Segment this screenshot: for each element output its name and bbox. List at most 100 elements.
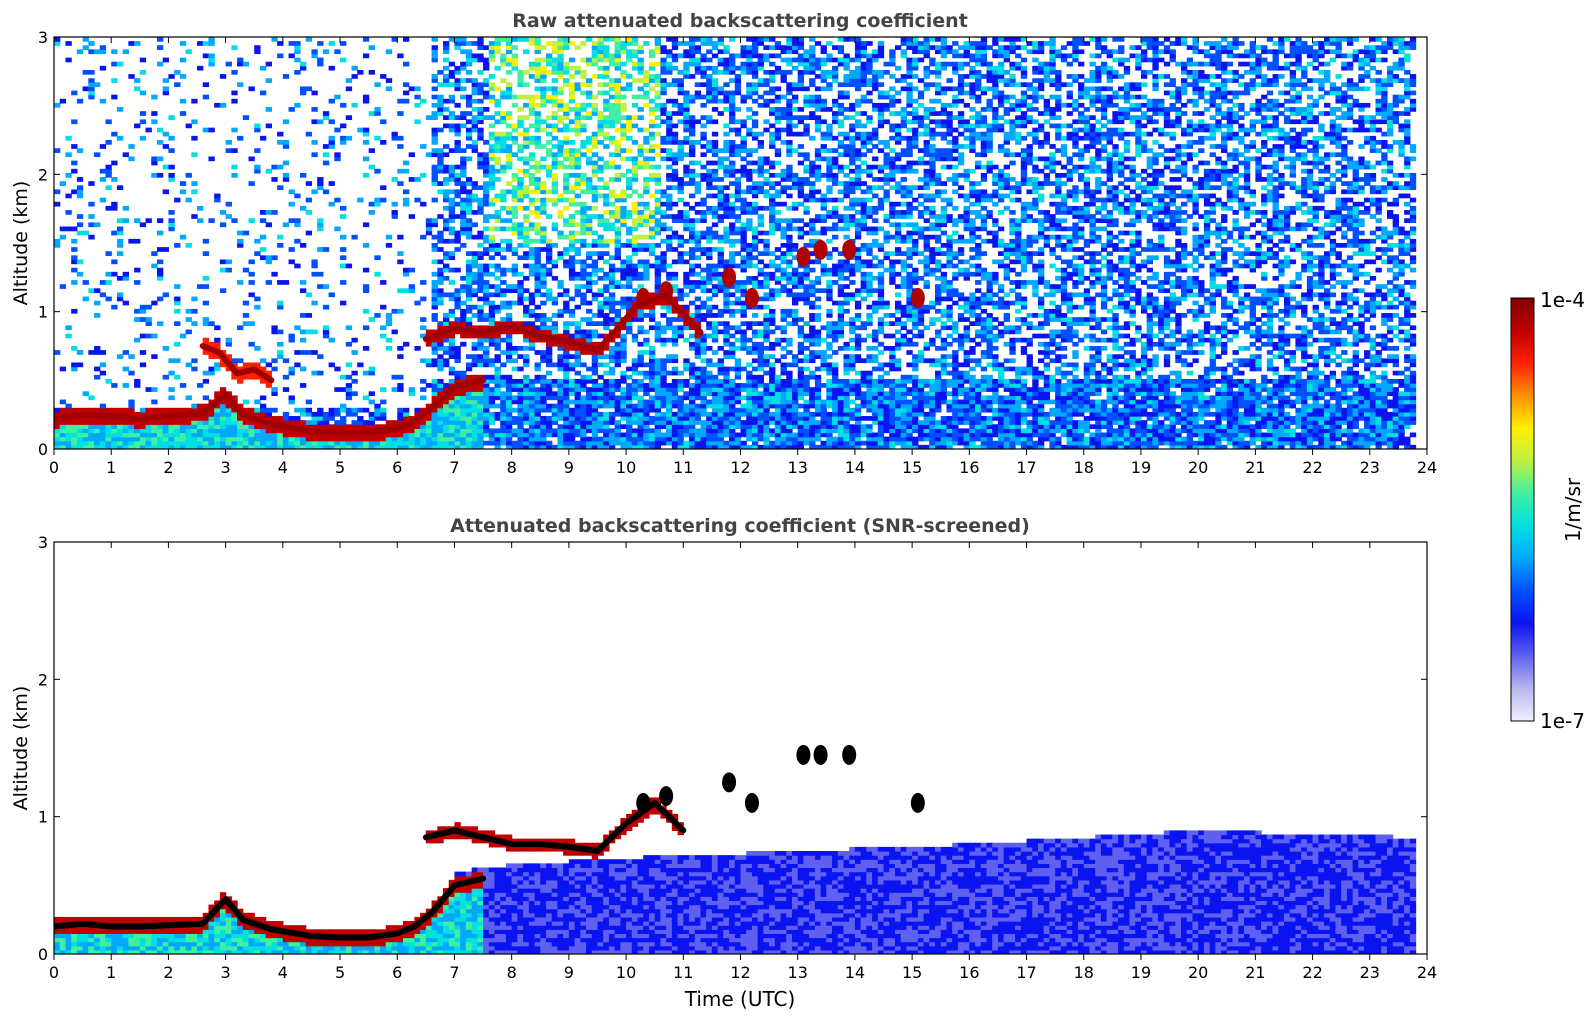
heatmap-cell <box>643 74 650 79</box>
heatmap-cell <box>477 53 484 59</box>
heatmap-cell <box>706 205 713 211</box>
heatmap-cell <box>505 313 513 318</box>
heatmap-cell <box>311 49 318 55</box>
heatmap-cell <box>465 49 473 55</box>
heatmap-cell <box>540 164 547 170</box>
heatmap-cell <box>568 275 576 281</box>
heatmap-cell <box>540 263 547 269</box>
heatmap-cell <box>191 119 198 125</box>
heatmap-cell <box>437 267 444 273</box>
heatmap-cell <box>374 407 381 413</box>
heatmap-cell <box>454 436 461 442</box>
heatmap-cell <box>488 271 496 277</box>
heatmap-cell <box>362 156 370 162</box>
heatmap-cell <box>517 148 524 153</box>
heatmap-cell <box>603 416 610 421</box>
heatmap-cell <box>454 292 461 298</box>
heatmap-cell <box>563 152 570 158</box>
heatmap-cell <box>694 49 702 55</box>
heatmap-cell <box>111 61 118 67</box>
heatmap-cell <box>282 74 290 79</box>
heatmap-cell <box>694 255 702 261</box>
heatmap-cell <box>414 177 421 182</box>
heatmap-cell <box>603 383 610 388</box>
heatmap-cell <box>717 399 724 405</box>
heatmap-cell <box>603 391 610 397</box>
heatmap-cell <box>706 65 713 71</box>
heatmap-cell <box>88 288 95 294</box>
heatmap-cell <box>545 57 553 63</box>
heatmap-cell <box>483 214 490 219</box>
heatmap-cell <box>671 440 679 446</box>
heatmap-cell <box>425 341 433 347</box>
heatmap-cell <box>660 201 667 207</box>
heatmap-cell <box>488 391 496 397</box>
heatmap-cell <box>557 45 564 50</box>
heatmap-cell <box>460 424 467 429</box>
heatmap-cell <box>694 374 702 380</box>
heatmap-cell <box>477 185 484 191</box>
heatmap-cell <box>717 280 724 285</box>
heatmap-cell <box>563 111 570 116</box>
heatmap-cell <box>580 399 587 405</box>
heatmap-cell <box>420 424 427 429</box>
heatmap-cell <box>340 407 347 413</box>
heatmap-cell <box>740 395 747 401</box>
heatmap-cell <box>460 420 467 425</box>
heatmap-cell <box>334 49 341 55</box>
heatmap-cell <box>620 271 627 277</box>
heatmap-cell <box>666 201 673 207</box>
heatmap-cell <box>551 61 559 67</box>
heatmap-cell <box>437 98 444 104</box>
heatmap-cell <box>231 358 238 364</box>
heatmap-cell <box>723 263 730 269</box>
heatmap-cell <box>311 189 318 195</box>
heatmap-cell <box>694 263 702 269</box>
heatmap-cell <box>580 395 587 401</box>
heatmap-cell <box>534 416 541 421</box>
heatmap-cell <box>345 444 353 449</box>
heatmap-cell <box>694 201 702 207</box>
heatmap-cell <box>494 210 501 215</box>
heatmap-cell <box>111 78 118 83</box>
heatmap-cell <box>311 53 318 59</box>
heatmap-cell <box>156 156 164 162</box>
heatmap-cell <box>483 374 490 380</box>
heatmap-cell <box>65 444 72 449</box>
heatmap-cell <box>357 424 364 429</box>
heatmap-cell <box>122 152 129 158</box>
heatmap-cell <box>76 416 84 421</box>
heatmap-cell <box>380 416 387 421</box>
heatmap-cell <box>666 432 673 438</box>
heatmap-cell <box>460 440 467 446</box>
heatmap-cell <box>717 288 724 294</box>
heatmap-cell <box>477 346 484 351</box>
heatmap-cell <box>94 444 101 449</box>
heatmap-cell <box>568 424 576 429</box>
heatmap-cell <box>717 111 724 116</box>
heatmap-cell <box>465 189 473 195</box>
heatmap-cell <box>683 94 690 100</box>
heatmap-cell <box>305 444 313 449</box>
heatmap-cell <box>591 333 599 339</box>
heatmap-cell <box>643 383 650 388</box>
heatmap-cell <box>151 432 158 438</box>
heatmap-cell <box>711 69 719 75</box>
heatmap-cell <box>425 444 433 449</box>
heatmap-cell <box>608 193 616 199</box>
heatmap-cell <box>608 391 616 397</box>
heatmap-cell <box>500 440 507 446</box>
heatmap-cell <box>677 387 684 392</box>
heatmap-cell <box>505 57 513 63</box>
heatmap-cell <box>300 280 307 285</box>
heatmap-cell <box>734 127 742 133</box>
heatmap-cell <box>580 329 587 335</box>
heatmap-cell <box>620 102 627 108</box>
heatmap-cell <box>65 333 72 339</box>
heatmap-cell <box>54 350 61 355</box>
heatmap-cell <box>580 230 587 236</box>
heatmap-cell <box>568 156 576 162</box>
heatmap-cell <box>460 230 467 236</box>
heatmap-cell <box>540 45 547 50</box>
heatmap-cell <box>648 78 656 83</box>
